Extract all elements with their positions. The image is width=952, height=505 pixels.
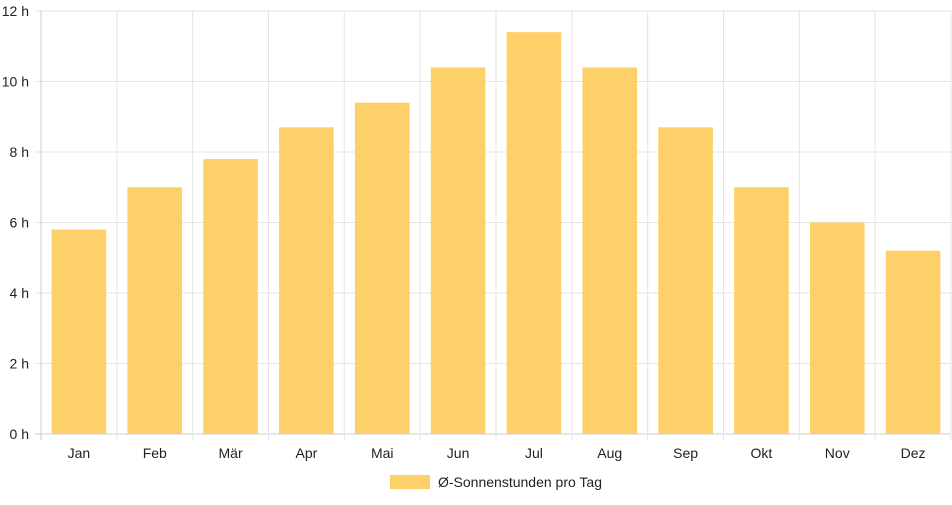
x-tick-label: Jun [447, 445, 470, 461]
x-tick-label: Aug [597, 445, 622, 461]
y-tick-label: 12 h [2, 3, 29, 19]
legend-label: Ø-Sonnenstunden pro Tag [438, 474, 602, 490]
y-tick-label: 6 h [10, 215, 29, 231]
grid-lines [35, 10, 952, 440]
bar-mär[interactable] [203, 159, 258, 435]
bar-series [51, 32, 941, 435]
bar-jun[interactable] [430, 67, 486, 435]
x-tick-label: Dez [901, 445, 926, 461]
legend-swatch [390, 475, 431, 489]
x-tick-label: Nov [825, 445, 850, 461]
bar-feb[interactable] [127, 187, 183, 434]
bar-dez[interactable] [885, 250, 941, 434]
y-tick-label: 4 h [10, 285, 29, 301]
bar-sep[interactable] [658, 127, 713, 434]
bar-aug[interactable] [582, 67, 638, 435]
x-tick-label: Apr [296, 445, 318, 461]
x-tick-label: Okt [751, 445, 773, 461]
x-tick-label: Sep [673, 445, 698, 461]
x-tick-label: Mär [219, 445, 243, 461]
bar-jul[interactable] [506, 32, 562, 435]
bar-nov[interactable] [809, 222, 865, 435]
bar-mai[interactable] [354, 102, 410, 435]
y-tick-label: 0 h [10, 426, 29, 442]
axes: 0 h 2 h 4 h 6 h 8 h 10 h 12 h Jan Feb Mär Apr Mai Ju… [2, 3, 926, 461]
x-tick-label: Jan [68, 445, 91, 461]
x-tick-label: Jul [525, 445, 543, 461]
y-tick-label: 2 h [10, 356, 29, 372]
y-tick-label: 10 h [2, 74, 29, 90]
y-tick-label: 8 h [10, 144, 29, 160]
legend: Ø-Sonnenstunden pro Tag [390, 474, 602, 490]
bar-okt[interactable] [734, 187, 789, 434]
bar-apr[interactable] [279, 127, 334, 434]
x-tick-label: Feb [143, 445, 167, 461]
bar-jan[interactable] [51, 229, 107, 434]
x-tick-label: Mai [371, 445, 394, 461]
